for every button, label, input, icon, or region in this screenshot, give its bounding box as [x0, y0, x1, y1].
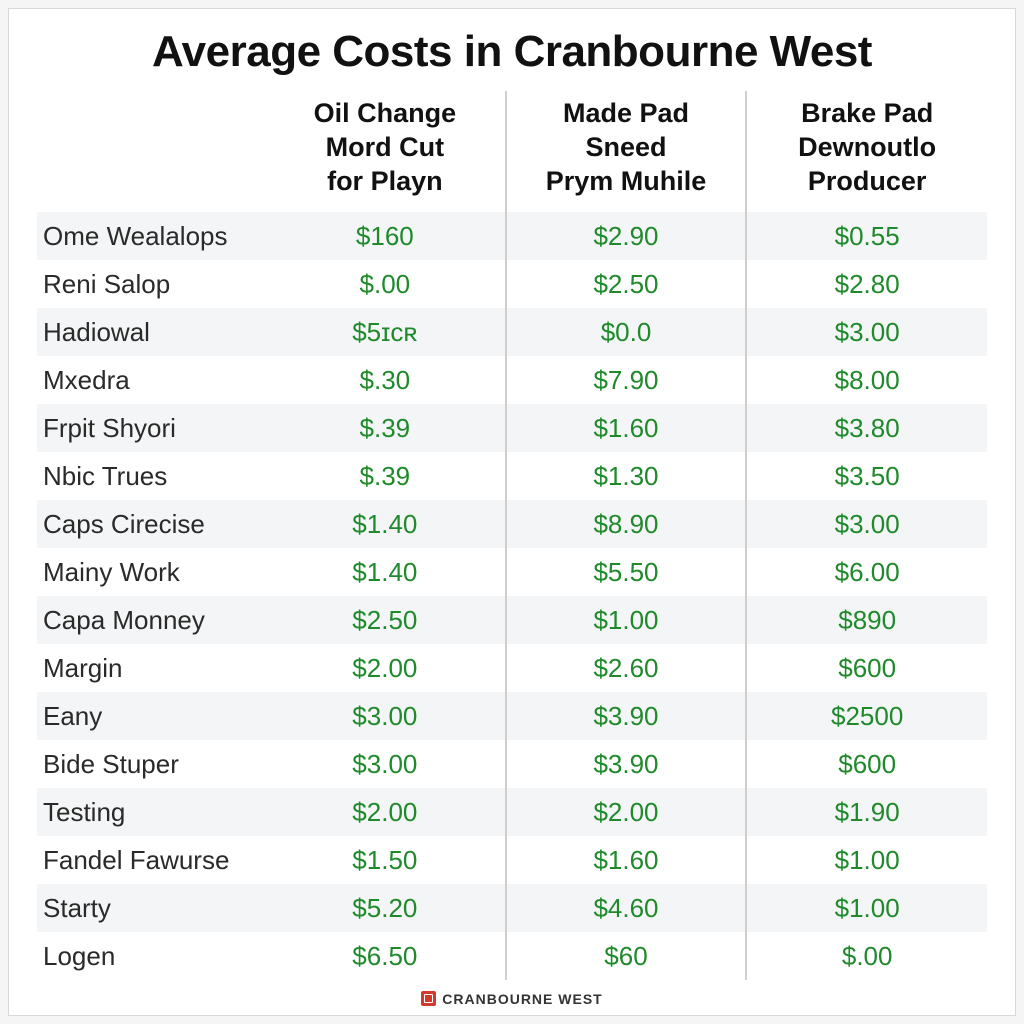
- cell-value: $160: [265, 212, 506, 260]
- table-header-row: Oil Change Mord Cut for Playn Made Pad S…: [37, 91, 987, 212]
- row-label: Caps Cirecise: [37, 500, 265, 548]
- cell-value: $2.50: [265, 596, 506, 644]
- table-row: Logen$6.50$60$.00: [37, 932, 987, 980]
- cell-value: $7.90: [506, 356, 747, 404]
- cell-value: $8.00: [746, 356, 987, 404]
- row-label: Hadiowal: [37, 308, 265, 356]
- cell-value: $.39: [265, 404, 506, 452]
- cell-value: $5.20: [265, 884, 506, 932]
- row-label: Margin: [37, 644, 265, 692]
- table-row: Eany$3.00$3.90$2500: [37, 692, 987, 740]
- cell-value: $1.00: [746, 884, 987, 932]
- row-label: Bide Stuper: [37, 740, 265, 788]
- cell-value: $.00: [746, 932, 987, 980]
- cell-value: $2.00: [506, 788, 747, 836]
- table-row: Starty$5.20$4.60$1.00: [37, 884, 987, 932]
- table-row: Mainy Work$1.40$5.50$6.00: [37, 548, 987, 596]
- table-header-col-1: Oil Change Mord Cut for Playn: [265, 91, 506, 212]
- cell-value: $1.00: [746, 836, 987, 884]
- table-row: Bide Stuper$3.00$3.90$600: [37, 740, 987, 788]
- cell-value: $3.00: [746, 500, 987, 548]
- cell-value: $0.55: [746, 212, 987, 260]
- cell-value: $2.80: [746, 260, 987, 308]
- page-title: Average Costs in Cranbourne West: [37, 27, 987, 77]
- table-header-col-2: Made Pad Sneed Prym Muhile: [506, 91, 747, 212]
- footer-text: CRANBOURNE WEST: [442, 991, 602, 1007]
- cell-value: $60: [506, 932, 747, 980]
- cell-value: $1.30: [506, 452, 747, 500]
- cost-table-card: Average Costs in Cranbourne West Oil Cha…: [8, 8, 1016, 1016]
- row-label: Mxedra: [37, 356, 265, 404]
- table-row: Reni Salop$.00$2.50$2.80: [37, 260, 987, 308]
- cell-value: $1.00: [506, 596, 747, 644]
- cost-table: Oil Change Mord Cut for Playn Made Pad S…: [37, 91, 987, 980]
- table-row: Frpit Shyori$.39$1.60$3.80: [37, 404, 987, 452]
- table-row: Ome Wealalops$160$2.90$0.55: [37, 212, 987, 260]
- cell-value: $4.60: [506, 884, 747, 932]
- cell-value: $2.60: [506, 644, 747, 692]
- cell-value: $1.90: [746, 788, 987, 836]
- brand-logo-icon: [421, 991, 436, 1006]
- cell-value: $2500: [746, 692, 987, 740]
- row-label: Ome Wealalops: [37, 212, 265, 260]
- table-row: Caps Cirecise$1.40$8.90$3.00: [37, 500, 987, 548]
- table-header-col-3: Brake Pad Dewnoutlo Producer: [746, 91, 987, 212]
- row-label: Frpit Shyori: [37, 404, 265, 452]
- footer-brand: CRANBOURNE WEST: [9, 991, 1015, 1007]
- cell-value: $1.40: [265, 500, 506, 548]
- table-row: Fandel Fawurse$1.50$1.60$1.00: [37, 836, 987, 884]
- cell-value: $890: [746, 596, 987, 644]
- cell-value: $1.50: [265, 836, 506, 884]
- table-row: Capa Monney$2.50$1.00$890: [37, 596, 987, 644]
- cell-value: $2.00: [265, 644, 506, 692]
- cell-value: $600: [746, 644, 987, 692]
- cell-value: $0.0: [506, 308, 747, 356]
- cell-value: $1.60: [506, 836, 747, 884]
- row-label: Mainy Work: [37, 548, 265, 596]
- table-row: Testing$2.00$2.00$1.90: [37, 788, 987, 836]
- cell-value: $5.50: [506, 548, 747, 596]
- table-body: Ome Wealalops$160$2.90$0.55Reni Salop$.0…: [37, 212, 987, 980]
- cell-value: $2.90: [506, 212, 747, 260]
- cell-value: $.30: [265, 356, 506, 404]
- cell-value: $3.00: [746, 308, 987, 356]
- table-row: Nbic Trues$.39$1.30$3.50: [37, 452, 987, 500]
- row-label: Capa Monney: [37, 596, 265, 644]
- row-label: Starty: [37, 884, 265, 932]
- table-header-blank: [37, 91, 265, 212]
- cell-value: $3.50: [746, 452, 987, 500]
- row-label: Logen: [37, 932, 265, 980]
- cell-value: $6.50: [265, 932, 506, 980]
- cell-value: $.39: [265, 452, 506, 500]
- cell-value: $.00: [265, 260, 506, 308]
- cell-value: $5ɪᴄʀ: [265, 308, 506, 356]
- table-row: Margin$2.00$2.60$600: [37, 644, 987, 692]
- cell-value: $1.40: [265, 548, 506, 596]
- cell-value: $6.00: [746, 548, 987, 596]
- cell-value: $1.60: [506, 404, 747, 452]
- cell-value: $600: [746, 740, 987, 788]
- table-row: Mxedra$.30$7.90$8.00: [37, 356, 987, 404]
- cell-value: $3.00: [265, 740, 506, 788]
- cell-value: $3.80: [746, 404, 987, 452]
- row-label: Reni Salop: [37, 260, 265, 308]
- cell-value: $3.90: [506, 740, 747, 788]
- cell-value: $2.50: [506, 260, 747, 308]
- row-label: Nbic Trues: [37, 452, 265, 500]
- cell-value: $3.00: [265, 692, 506, 740]
- row-label: Testing: [37, 788, 265, 836]
- row-label: Fandel Fawurse: [37, 836, 265, 884]
- cell-value: $3.90: [506, 692, 747, 740]
- cell-value: $2.00: [265, 788, 506, 836]
- row-label: Eany: [37, 692, 265, 740]
- cell-value: $8.90: [506, 500, 747, 548]
- table-row: Hadiowal$5ɪᴄʀ$0.0$3.00: [37, 308, 987, 356]
